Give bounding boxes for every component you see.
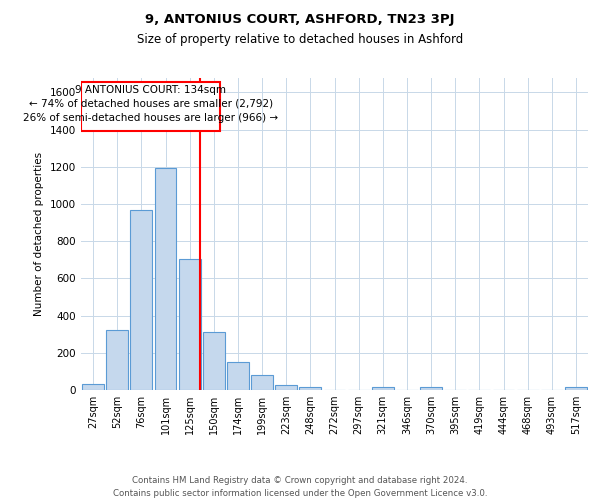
Bar xyxy=(299,386,321,390)
Y-axis label: Number of detached properties: Number of detached properties xyxy=(34,152,44,316)
Text: 26% of semi-detached houses are larger (966) →: 26% of semi-detached houses are larger (… xyxy=(23,113,278,123)
Bar xyxy=(275,385,297,390)
Bar xyxy=(227,362,249,390)
Text: 9 ANTONIUS COURT: 134sqm: 9 ANTONIUS COURT: 134sqm xyxy=(75,85,226,95)
Bar xyxy=(420,387,442,390)
Bar xyxy=(179,259,200,390)
Bar xyxy=(565,387,587,390)
Bar xyxy=(155,168,176,390)
Text: Contains public sector information licensed under the Open Government Licence v3: Contains public sector information licen… xyxy=(113,489,487,498)
Bar xyxy=(203,332,224,390)
Bar xyxy=(372,386,394,390)
Bar xyxy=(106,330,128,390)
Text: ← 74% of detached houses are smaller (2,792): ← 74% of detached houses are smaller (2,… xyxy=(29,99,273,109)
Text: 9, ANTONIUS COURT, ASHFORD, TN23 3PJ: 9, ANTONIUS COURT, ASHFORD, TN23 3PJ xyxy=(145,12,455,26)
Text: Size of property relative to detached houses in Ashford: Size of property relative to detached ho… xyxy=(137,32,463,46)
Bar xyxy=(82,384,104,390)
Bar xyxy=(130,210,152,390)
Text: Contains HM Land Registry data © Crown copyright and database right 2024.: Contains HM Land Registry data © Crown c… xyxy=(132,476,468,485)
Bar xyxy=(251,376,273,390)
FancyBboxPatch shape xyxy=(82,82,220,130)
